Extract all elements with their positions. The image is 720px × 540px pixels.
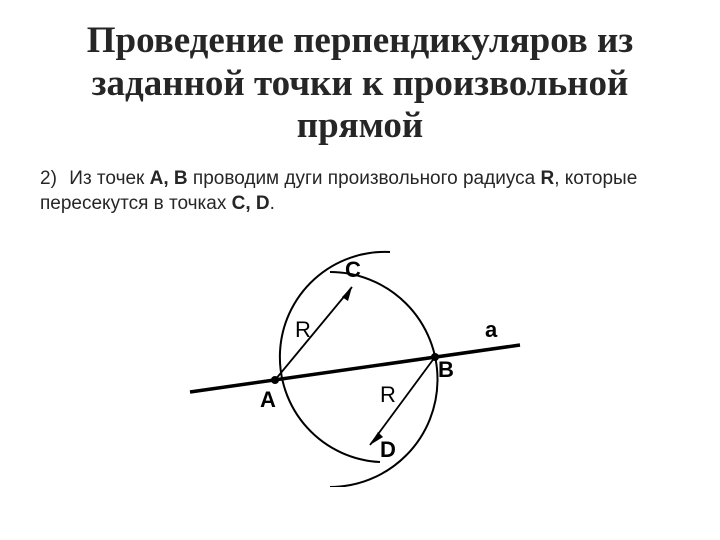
point-a [271,376,279,384]
points-ab: А, В [150,168,188,189]
label-d: D [380,437,396,462]
radius-r: R [540,168,554,189]
label-a-point: А [260,387,276,412]
arrow-ac [342,287,352,301]
step-mid1: проводим дуги произвольного радиуса [188,168,541,189]
label-c: С [345,257,361,282]
step-text: 2) Из точек А, В проводим дуги произволь… [40,166,690,217]
step-end: . [270,193,275,214]
label-a-line: a [485,317,498,342]
geometry-diagram: С D А В a R R [180,227,540,487]
page-title: Проведение перпендикуляров из заданной т… [30,20,690,148]
label-r2: R [380,382,396,407]
diagram-container: С D А В a R R [30,227,690,487]
points-cd: С, D [232,193,270,214]
radius-ac [275,287,352,380]
line-a [190,345,520,392]
label-b-point: В [438,357,454,382]
label-r1: R [295,317,311,342]
arc-from-b [280,252,390,462]
step-number: 2) [40,166,64,192]
step-prefix: Из точек [69,168,149,189]
